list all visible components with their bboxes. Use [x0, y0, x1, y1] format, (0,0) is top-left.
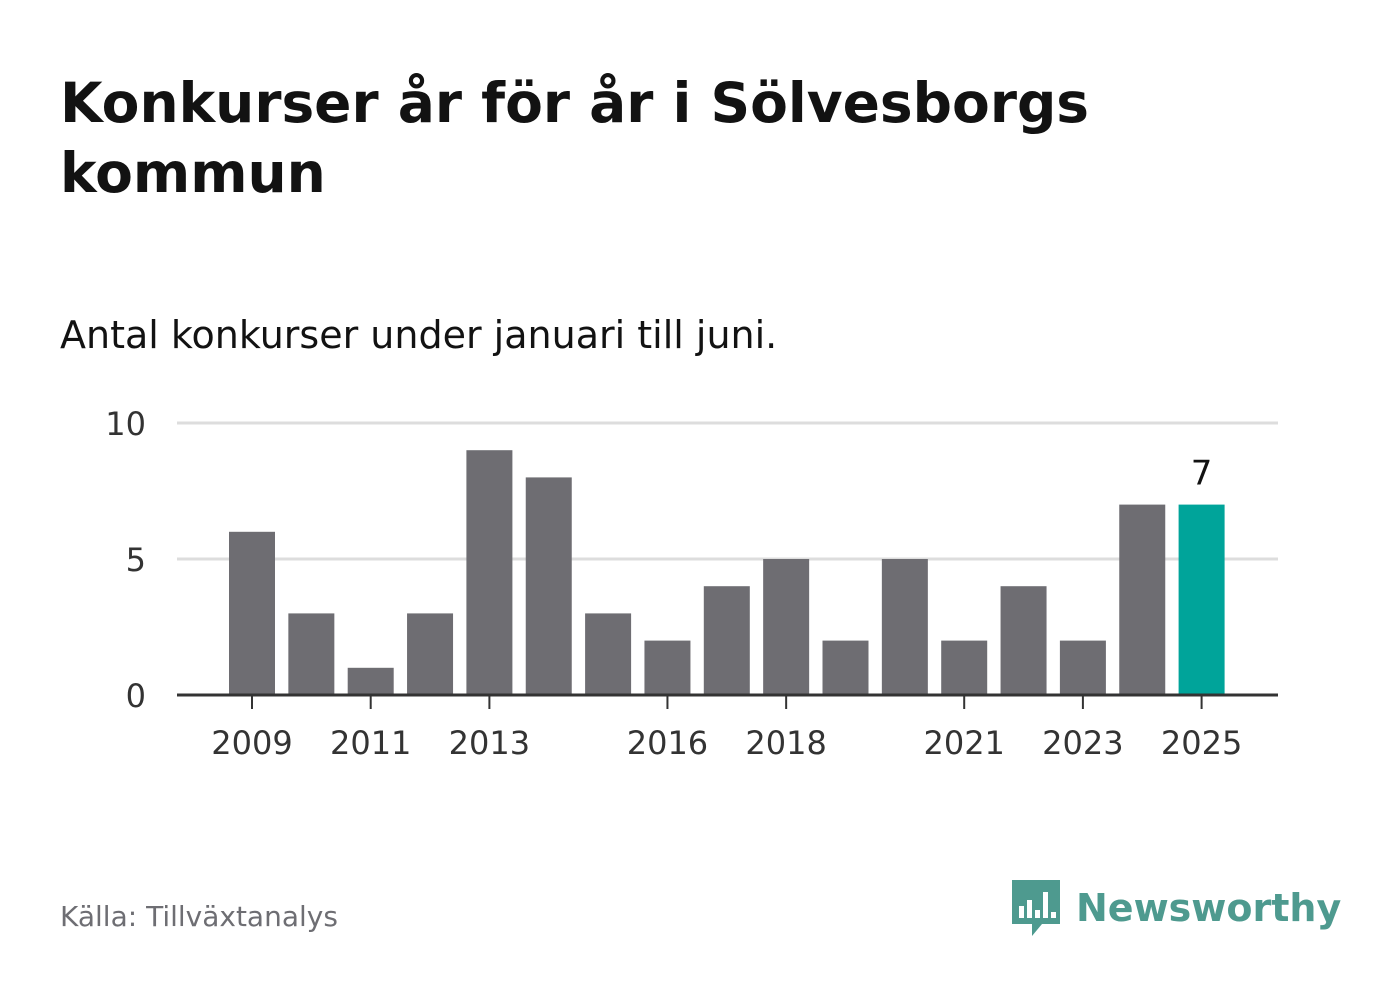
- x-tick-label: 2025: [1161, 724, 1242, 762]
- bar-2025: [1178, 504, 1225, 695]
- labels: 0 5 10 2009 2011 2013 2016 2018 2021 2023 2025 7: [105, 405, 1242, 762]
- data-label-2025: 7: [1191, 454, 1213, 494]
- x-tick-label: 2023: [1042, 724, 1123, 762]
- bar-2021: [941, 640, 988, 695]
- bar-2017: [703, 586, 750, 695]
- bar-2024: [1119, 504, 1166, 695]
- x-tick-label: 2016: [627, 724, 708, 762]
- x-tick-label: 2018: [745, 724, 826, 762]
- y-tick-label: 10: [105, 405, 146, 443]
- bar-2009: [229, 531, 275, 695]
- bar-2016: [644, 640, 691, 695]
- source-note: Källa: Tillväxtanalys: [60, 900, 338, 933]
- chart-title: Konkurser år för år i Sölvesborgs kommun: [60, 71, 1090, 205]
- bar-2019: [822, 640, 869, 695]
- bar-2013: [466, 450, 513, 695]
- x-tick-label: 2011: [330, 724, 411, 762]
- bar-2022: [1000, 586, 1047, 695]
- bar-chart-speech-bubble-icon: [1012, 880, 1060, 936]
- bar-2014: [525, 477, 572, 695]
- brand-logo[interactable]: Newsworthy: [1010, 878, 1341, 938]
- y-tick-label: 0: [126, 677, 146, 715]
- x-tick-label: 2009: [211, 724, 292, 762]
- bar-2010: [288, 613, 335, 695]
- bar-2018: [763, 559, 810, 695]
- bars: [229, 450, 1225, 695]
- gridlines: [177, 421, 1278, 561]
- bar-2012: [407, 613, 454, 695]
- x-tick-label: 2013: [449, 724, 530, 762]
- bar-2023: [1059, 640, 1106, 695]
- y-tick-label: 5: [126, 541, 146, 579]
- x-tick-label: 2021: [923, 724, 1004, 762]
- bar-2015: [585, 613, 632, 695]
- chart-subtitle: Antal konkurser under januari till juni.: [60, 313, 778, 357]
- axes: [177, 693, 1278, 709]
- bar-2011: [347, 667, 394, 695]
- bar-chart: 0 5 10 2009 2011 2013 2016 2018 2021 2023 2025 7: [105, 405, 1278, 762]
- brand-name: Newsworthy: [1076, 886, 1342, 930]
- bar-2020: [881, 559, 928, 695]
